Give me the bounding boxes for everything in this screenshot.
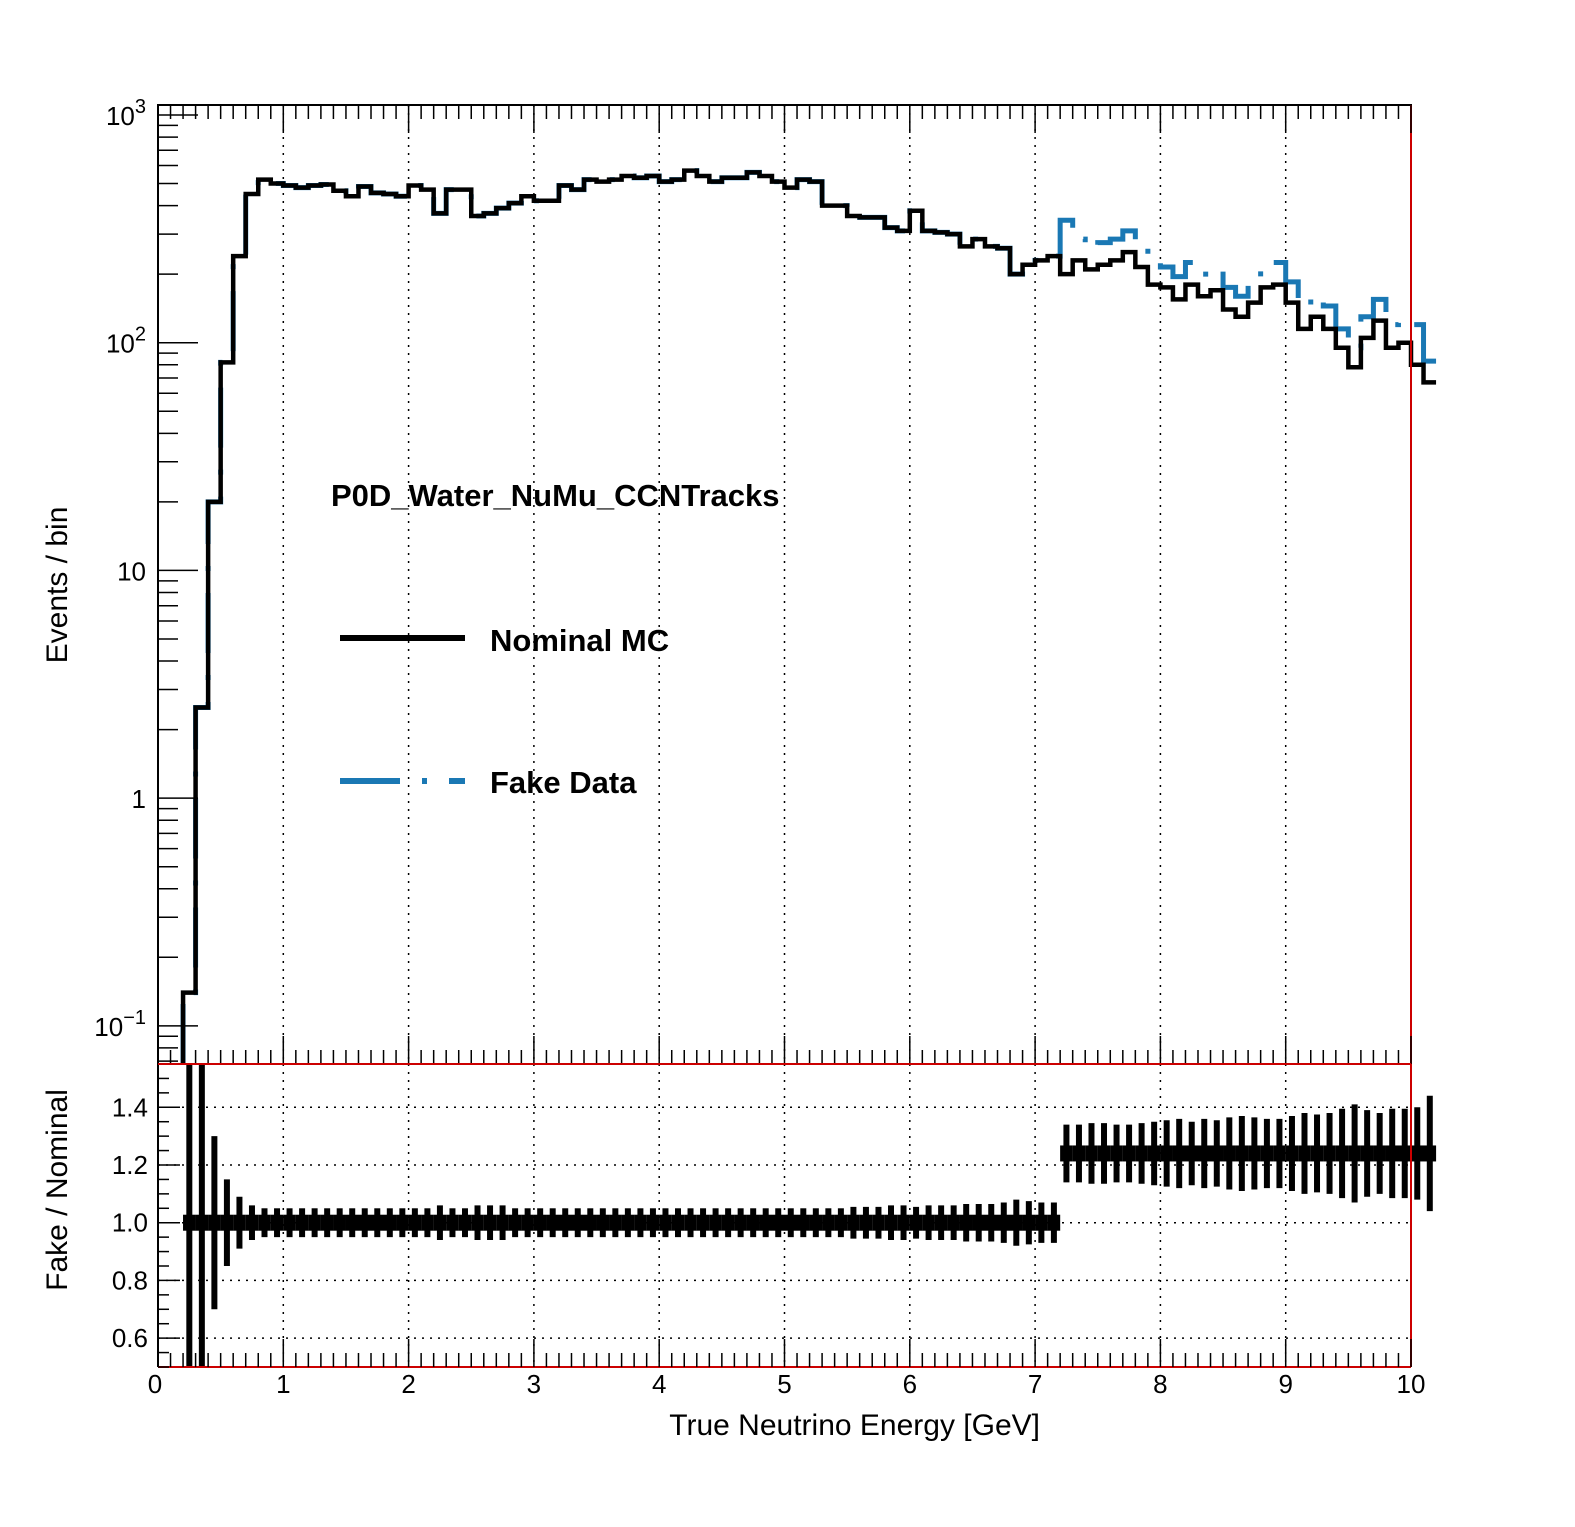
bottom-panel-y-tick-labels: 0.6 0.8 1.0 1.2 1.4 [112,1092,148,1353]
legend: Nominal MC Fake Data [340,623,669,800]
x-tick-labels: 0 1 2 3 4 5 6 7 8 9 10 [148,1369,1426,1399]
x-tick-label-8: 8 [1153,1369,1167,1399]
bottom-y-axis-title: Fake / Nominal [41,1089,74,1291]
x-axis-title: True Neutrino Energy [GeV] [669,1409,1040,1442]
legend-label-nominal: Nominal MC [490,623,669,658]
chart-title: P0D_Water_NuMu_CCNTracks [331,478,780,513]
bottom-y-tick-label-0: 0.6 [112,1323,148,1353]
top-y-tick-label-3: 1 [132,784,146,814]
x-tick-label-1: 1 [276,1369,290,1399]
top-y-axis-title: Events / bin [41,507,74,664]
bottom-y-tick-label-3: 1.2 [112,1150,148,1180]
x-tick-label-2: 2 [401,1369,415,1399]
bottom-panel-ticks [157,1077,1412,1368]
x-tick-label-9: 9 [1278,1369,1292,1399]
x-tick-label-5: 5 [777,1369,791,1399]
x-tick-label-6: 6 [903,1369,917,1399]
top-panel-series [180,168,1437,1064]
x-tick-label-7: 7 [1028,1369,1042,1399]
top-y-tick-label-2: 10 [117,556,146,586]
bottom-y-tick-label-2: 1.0 [112,1208,148,1238]
top-y-tick-label-1: 102 [106,324,146,359]
bottom-y-tick-label-1: 0.8 [112,1265,148,1295]
legend-label-fake: Fake Data [490,765,637,800]
top-panel-ticks [157,105,1412,1064]
bottom-panel-series [183,1064,1437,1367]
top-y-tick-label-4: 10−1 [94,1007,146,1042]
x-tick-label-4: 4 [652,1369,666,1399]
series-nominal-mc-line [180,168,1437,1064]
x-tick-label-0: 0 [148,1369,162,1399]
x-tick-label-10: 10 [1397,1369,1426,1399]
bottom-y-tick-label-4: 1.4 [112,1092,148,1122]
top-y-tick-label-0: 103 [106,96,146,131]
x-tick-label-3: 3 [527,1369,541,1399]
